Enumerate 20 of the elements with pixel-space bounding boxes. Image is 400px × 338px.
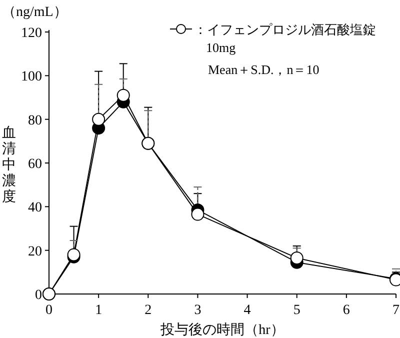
y-tick-label: 120 bbox=[21, 26, 42, 41]
y-tick-label: 60 bbox=[28, 157, 42, 172]
x-tick-label: 6 bbox=[342, 303, 350, 318]
x-tick-label: 0 bbox=[46, 303, 52, 318]
legend-label: ：イフェンプロジル酒石酸塩錠10mg bbox=[194, 22, 376, 55]
text: （ng/mL） bbox=[2, 5, 68, 20]
y-tick-label: 0 bbox=[35, 288, 42, 303]
y-axis-title: 血清中濃度 bbox=[2, 125, 16, 205]
y-tick-label: 80 bbox=[28, 113, 42, 128]
x-tick-label: 5 bbox=[293, 303, 300, 318]
y-tick-label: 20 bbox=[28, 244, 42, 260]
x-axis-title: 投与後の時間（hr） bbox=[160, 322, 284, 338]
x-tick-label: 1 bbox=[95, 303, 102, 318]
annotation: Mean＋S.D.，n＝10 bbox=[208, 62, 320, 77]
x-tick-label: 7 bbox=[392, 303, 400, 318]
y-tick-label: 100 bbox=[21, 70, 42, 85]
x-tick-label: 4 bbox=[244, 303, 251, 318]
x-tick-label: 2 bbox=[144, 303, 152, 318]
x-tick-label: 3 bbox=[194, 303, 202, 318]
y-tick-label: 40 bbox=[28, 200, 42, 216]
